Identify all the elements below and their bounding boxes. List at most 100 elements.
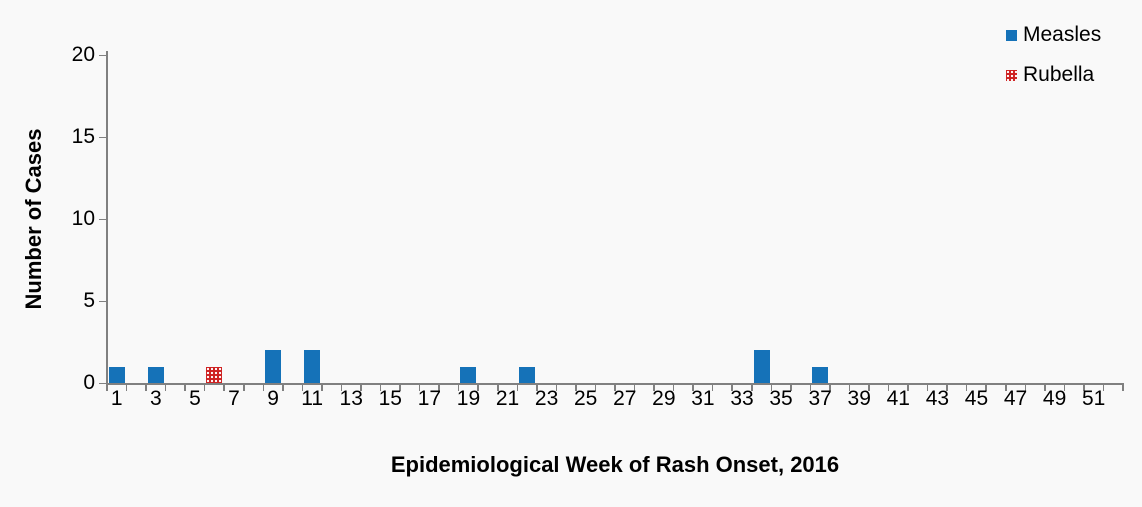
y-axis-title: Number of Cases [21,128,46,310]
x-axis-tick [1083,384,1085,391]
x-axis-tick [868,384,870,391]
x-tick-label: 5 [189,387,201,410]
y-tick-label: 10 [71,207,95,230]
x-axis-tick [555,384,558,391]
x-tick-label: 45 [964,387,989,410]
x-tick-label: 39 [847,387,871,410]
y-tick-label: 20 [71,43,95,66]
x-axis-tick [438,384,440,391]
x-tick-label: 1 [110,387,123,410]
measles-bar-week-19 [460,366,477,383]
rubella-legend-label: Rubella [1023,63,1095,86]
x-tick-label: 29 [652,387,676,410]
y-tick-label: 15 [71,125,95,148]
y-axis-tick [99,136,106,138]
x-axis-tick [184,384,186,391]
x-tick-label: 17 [417,387,442,410]
x-tick-label: 15 [378,387,402,410]
legend: Measles Rubella [1006,24,1101,86]
x-axis-tick [262,384,265,391]
x-tick-label: 37 [808,387,832,410]
x-axis-tick [418,384,421,391]
legend-item-rubella: Rubella [1006,64,1101,86]
x-axis-tick [340,384,343,391]
measles-legend-label: Measles [1023,23,1102,46]
x-axis-tick [848,384,851,391]
measles-bar-week-1 [108,366,125,383]
x-tick-label: 13 [339,387,363,410]
x-axis-tick [594,384,597,391]
measles-bar-week-9 [265,350,282,383]
x-axis-tick [321,384,323,391]
x-axis-tick [926,384,929,391]
x-axis-tick [907,384,909,391]
measles-bar-week-22 [519,366,536,383]
y-axis-tick [99,382,106,384]
x-tick-label: 3 [150,387,162,410]
x-axis-tick [203,384,206,391]
x-tick-label: 51 [1082,387,1106,410]
x-axis-tick [477,384,479,391]
rubella-legend-marker-icon [1006,69,1017,81]
x-axis-tick [633,384,636,391]
y-axis-line [106,51,108,384]
x-tick-label: 33 [730,387,754,410]
x-tick-label: 41 [886,387,910,410]
x-axis-line [106,383,1124,385]
measles-bar-week-37 [812,366,829,383]
x-tick-label: 25 [574,387,598,410]
x-axis-tick [536,384,538,391]
x-axis-tick [965,384,968,391]
x-tick-label: 35 [769,387,793,410]
x-axis-tick [399,384,401,391]
x-axis-tick [614,384,616,391]
x-tick-label: 31 [691,387,715,410]
x-tick-label: 9 [267,387,279,410]
y-axis-tick [99,54,106,56]
x-axis-tick [770,384,773,391]
x-tick-label: 11 [301,387,324,410]
x-axis-tick [106,384,108,391]
rubella-bar-week-6 [206,366,223,383]
legend-item-measles: Measles [1006,24,1101,46]
x-axis-tick [125,384,128,391]
x-axis-tick [946,384,948,391]
x-tick-label: 47 [1003,387,1028,410]
x-axis-tick [243,384,245,391]
x-axis-tick [1024,384,1027,391]
x-axis-tick [653,384,655,391]
x-axis-tick [1102,384,1105,391]
y-tick-label: 0 [83,371,95,394]
x-axis-tick [497,384,499,391]
y-axis-tick [99,218,106,220]
measles-legend-marker-icon [1006,29,1017,41]
x-tick-label: 21 [495,387,520,410]
x-axis-tick [223,384,225,391]
x-axis-tick [790,384,792,391]
y-axis-tick [99,300,106,302]
x-axis-tick [731,384,733,391]
x-axis-tick [360,384,362,391]
x-axis-tick [379,384,382,391]
x-axis-tick [575,384,577,391]
x-tick-label: 27 [613,387,637,410]
x-axis-tick [887,384,890,391]
x-axis-title: Epidemiological Week of Rash Onset, 2016 [390,452,840,477]
measles-bar-week-3 [147,366,164,383]
x-axis-tick [1005,384,1007,391]
x-axis-tick [809,384,812,391]
x-tick-label: 23 [534,387,559,410]
x-axis-tick [164,384,167,391]
x-axis-tick [672,384,675,391]
x-tick-label: 19 [456,387,481,410]
x-tick-label: 7 [228,387,240,410]
x-axis-tick [1063,384,1066,391]
x-axis-tick [985,384,987,391]
measles-bar-week-11 [304,350,321,383]
x-axis-tick [829,384,831,391]
x-axis-tick [145,384,147,391]
x-axis-tick [692,384,694,391]
x-axis-tick [711,384,714,391]
x-tick-label: 49 [1042,387,1067,410]
